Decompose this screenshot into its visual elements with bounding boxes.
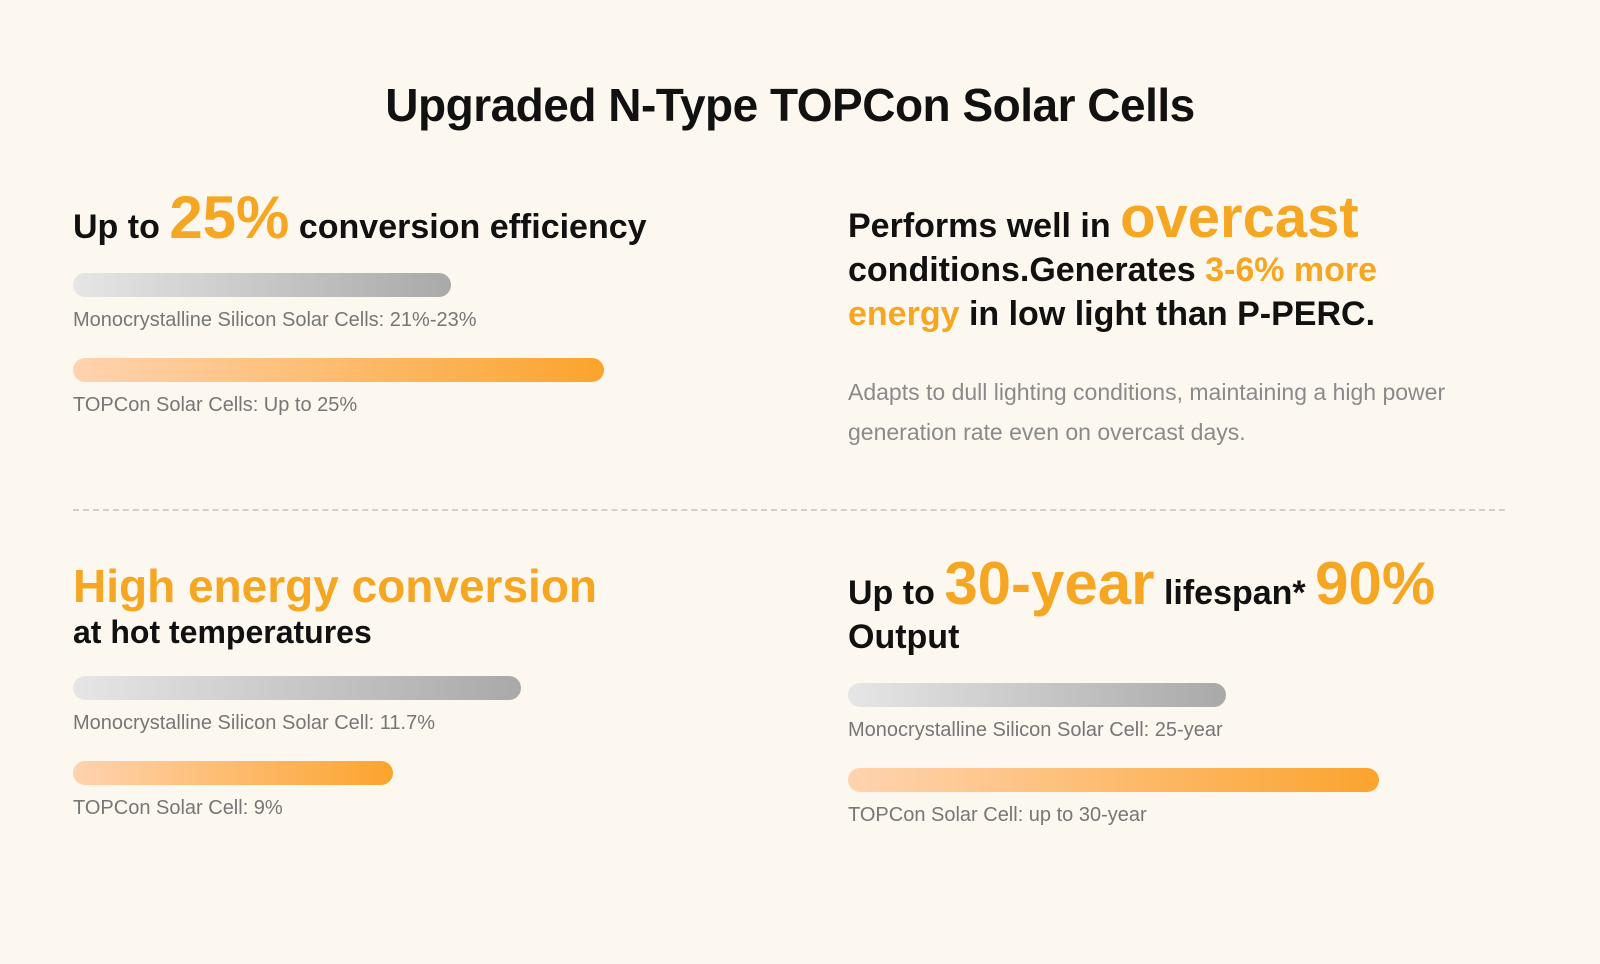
progress-bar-topcon bbox=[73, 761, 393, 785]
efficiency-bar-mono: Monocrystalline Silicon Solar Cells: 21%… bbox=[73, 273, 773, 332]
efficiency-heading: Up to 25% conversion efficiency bbox=[73, 188, 773, 249]
overcast-line3-suffix: in low light than P-PERC. bbox=[959, 295, 1376, 333]
temperature-heading: High energy conversion bbox=[73, 560, 598, 612]
lifespan-line2: Output bbox=[848, 618, 960, 656]
lifespan-heading: Up to 30-year lifespan* 90% Output bbox=[848, 554, 1528, 659]
progress-bar-mono bbox=[848, 683, 1226, 707]
overcast-heading: Performs well in overcast conditions.Gen… bbox=[848, 189, 1528, 336]
overcast-line1-prefix: Performs well in bbox=[848, 207, 1121, 245]
lifespan-bar-mono: Monocrystalline Silicon Solar Cell: 25-y… bbox=[848, 683, 1528, 742]
temperature-bar-topcon: TOPCon Solar Cell: 9% bbox=[73, 761, 773, 820]
efficiency-bar-topcon: TOPCon Solar Cells: Up to 25% bbox=[73, 358, 773, 417]
lifespan-value: 30-year bbox=[944, 550, 1155, 617]
progress-bar-mono bbox=[73, 273, 451, 297]
temperature-bar-mono: Monocrystalline Silicon Solar Cell: 11.7… bbox=[73, 676, 773, 735]
lifespan-section: Up to 30-year lifespan* 90% Output Monoc… bbox=[848, 554, 1528, 827]
temperature-subheading: at hot temperatures bbox=[73, 614, 372, 650]
temperature-section: High energy conversion at hot temperatur… bbox=[73, 560, 773, 820]
bar-label-topcon: TOPCon Solar Cells: Up to 25% bbox=[73, 394, 358, 416]
lifespan-output-value: 90% bbox=[1315, 550, 1436, 617]
bar-label-topcon: TOPCon Solar Cell: 9% bbox=[73, 797, 283, 819]
bar-label-mono: Monocrystalline Silicon Solar Cells: 21%… bbox=[73, 309, 477, 331]
efficiency-value: 25% bbox=[169, 184, 290, 251]
overcast-section: Performs well in overcast conditions.Gen… bbox=[848, 189, 1528, 452]
overcast-line3-highlight: energy bbox=[848, 295, 960, 333]
progress-bar-topcon bbox=[848, 768, 1379, 792]
bar-label-mono: Monocrystalline Silicon Solar Cell: 25-y… bbox=[848, 719, 1223, 741]
lifespan-bar-topcon: TOPCon Solar Cell: up to 30-year bbox=[848, 768, 1528, 827]
overcast-highlight: overcast bbox=[1120, 185, 1359, 250]
overcast-description: Adapts to dull lighting conditions, main… bbox=[848, 379, 1446, 445]
overcast-line2-highlight: 3-6% more bbox=[1205, 251, 1378, 289]
page-title: Upgraded N-Type TOPCon Solar Cells bbox=[385, 79, 1195, 131]
progress-bar-mono bbox=[73, 676, 521, 700]
bar-label-topcon: TOPCon Solar Cell: up to 30-year bbox=[848, 804, 1147, 826]
efficiency-suffix: conversion efficiency bbox=[289, 208, 647, 246]
overcast-line2-prefix: conditions.Generates bbox=[848, 251, 1206, 289]
lifespan-prefix: Up to bbox=[848, 574, 945, 612]
efficiency-prefix: Up to bbox=[73, 208, 170, 246]
lifespan-middle: lifespan* bbox=[1154, 574, 1316, 612]
efficiency-section: Up to 25% conversion efficiency Monocrys… bbox=[73, 188, 773, 417]
section-divider bbox=[73, 509, 1505, 511]
bar-label-mono: Monocrystalline Silicon Solar Cell: 11.7… bbox=[73, 712, 436, 734]
progress-bar-topcon bbox=[73, 358, 604, 382]
